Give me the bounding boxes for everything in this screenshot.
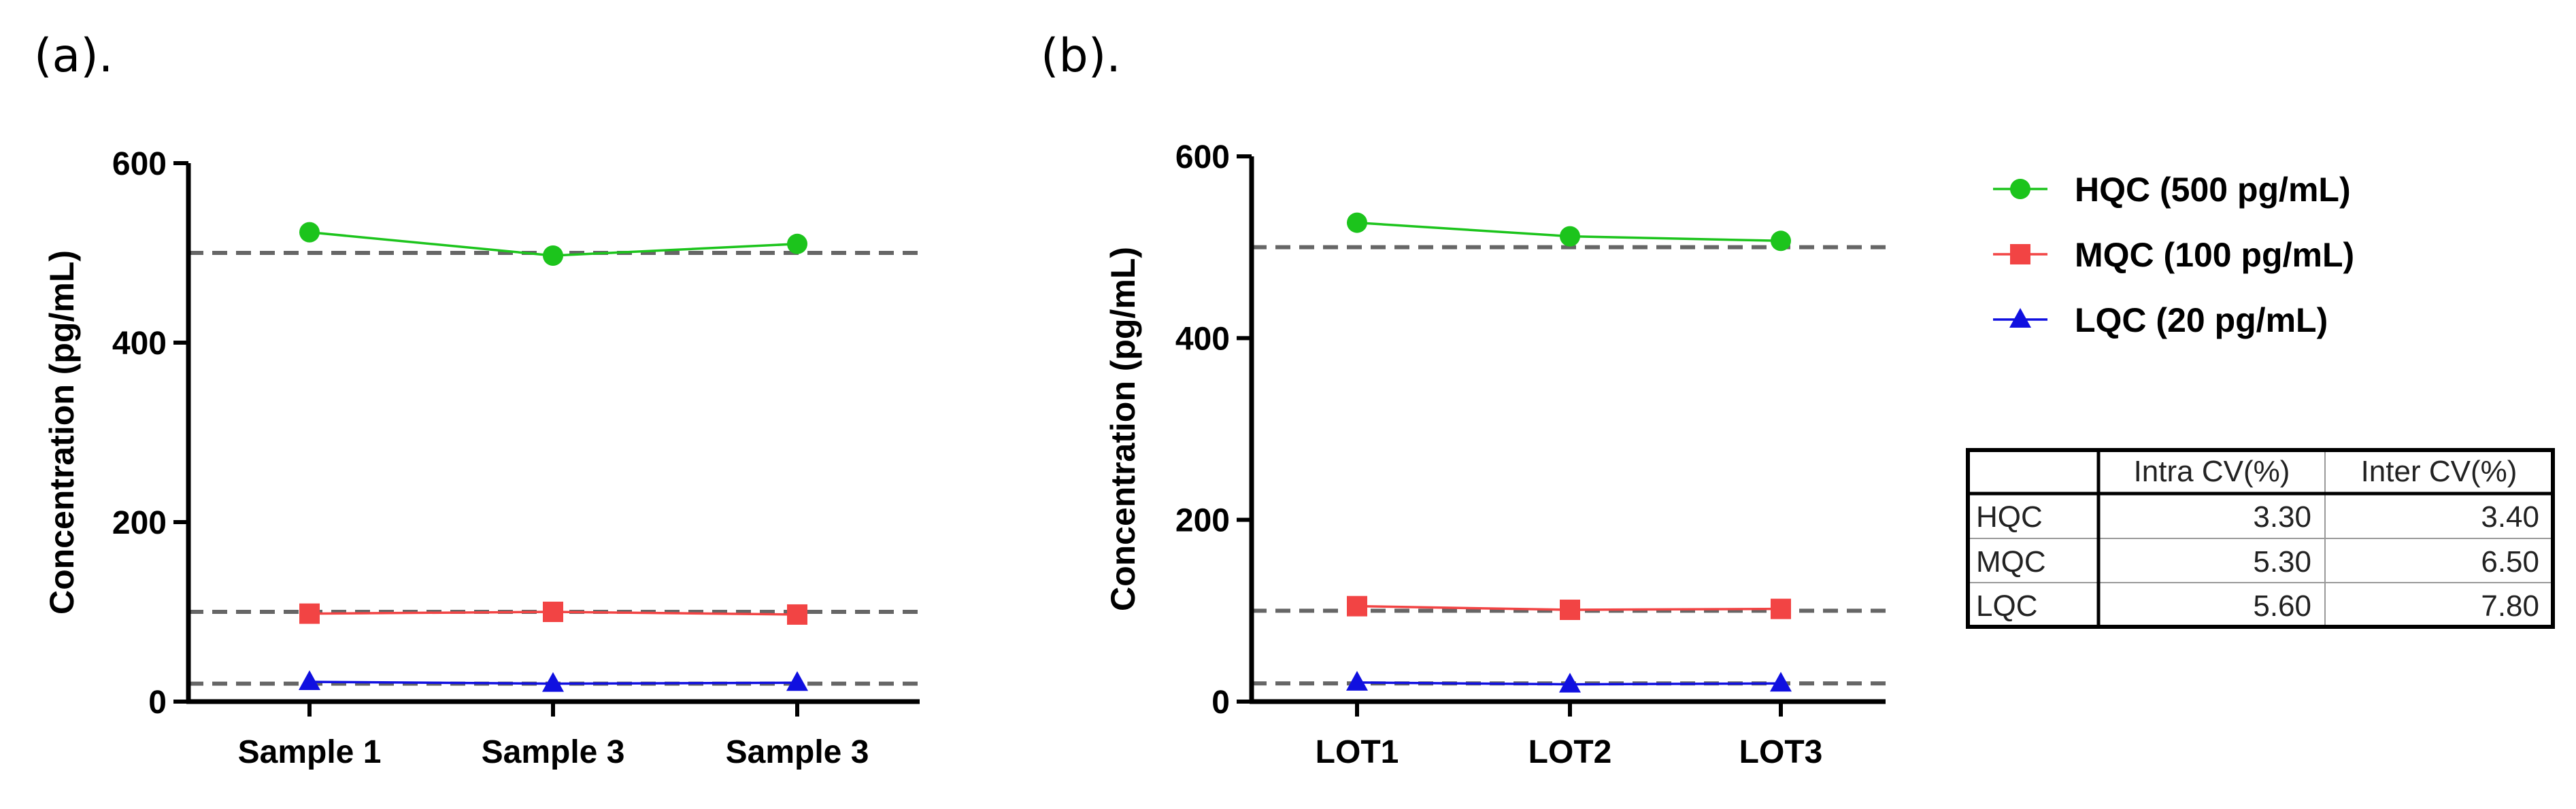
panel-label-a: (a).: [34, 29, 113, 83]
legend: HQC (500 pg/mL) MQC (100 pg/mL) LQC (20 pg…: [1993, 171, 2354, 339]
series-lqc: [1346, 670, 1792, 693]
table-row-label: LQC: [1976, 589, 2037, 623]
legend-item: HQC (500 pg/mL): [1993, 171, 2351, 209]
table-cell: 6.50: [2481, 545, 2539, 579]
table-cell: 3.30: [2253, 500, 2311, 534]
legend-label: HQC (500 pg/mL): [2075, 171, 2351, 209]
data-point: [299, 222, 320, 243]
y-tick-label: 200: [112, 505, 167, 541]
y-tick-label: 600: [112, 146, 167, 182]
y-tick-label: 600: [1175, 139, 1230, 175]
data-point: [1771, 230, 1791, 252]
data-point: [787, 604, 807, 625]
chart-b: 0 200 400 600 LOT1 LOT2 LOT3 Concentration (pg/…: [1104, 139, 1886, 770]
y-tick-label: 400: [1175, 321, 1230, 357]
x-tick-label: LOT2: [1528, 734, 1612, 770]
data-point: [543, 245, 563, 266]
data-point: [787, 233, 807, 254]
x-tick-label: Sample 3: [726, 734, 869, 770]
data-point: [786, 671, 808, 691]
data-point: [543, 602, 563, 622]
data-point: [1559, 672, 1581, 693]
y-axis-title: Concentration (pg/mL): [43, 250, 81, 615]
table-row-label: MQC: [1976, 545, 2046, 579]
table-header-cell: Intra CV(%): [2134, 455, 2290, 488]
data-point: [299, 603, 320, 624]
series-hqc: [299, 222, 807, 266]
x-tick-label: LOT3: [1739, 734, 1823, 770]
data-point: [1347, 212, 1367, 233]
table-row-label: HQC: [1976, 500, 2043, 534]
table-cell: 3.40: [2481, 500, 2539, 534]
y-tick-label: 0: [1211, 685, 1230, 721]
legend-item: LQC (20 pg/mL): [1993, 301, 2328, 339]
table-cell: 5.30: [2253, 545, 2311, 579]
data-point: [1346, 670, 1368, 691]
y-tick-label: 400: [112, 326, 167, 362]
legend-label: LQC (20 pg/mL): [2075, 301, 2328, 339]
legend-marker: [2009, 308, 2031, 328]
legend-label: MQC (100 pg/mL): [2075, 236, 2354, 274]
x-tick-label: LOT1: [1316, 734, 1399, 770]
series-hqc: [1347, 212, 1791, 252]
table-header-cell: Inter CV(%): [2361, 455, 2518, 488]
panel-label-b: (b).: [1041, 29, 1121, 83]
cv-table: Intra CV(%) Inter CV(%) HQC 3.30 3.40 MQC 5.30…: [1966, 448, 2555, 629]
data-point: [1347, 596, 1367, 617]
y-axis-title: Concentration (pg/mL): [1104, 247, 1142, 611]
legend-marker: [2010, 179, 2030, 199]
legend-marker: [2010, 244, 2030, 264]
data-point: [1560, 599, 1580, 620]
series-mqc: [1347, 596, 1791, 620]
series-mqc: [299, 602, 807, 625]
y-tick-label: 0: [148, 685, 167, 721]
legend-item: MQC (100 pg/mL): [1993, 236, 2354, 274]
table-border: [1966, 448, 2555, 629]
data-point: [299, 670, 320, 690]
data-point: [1771, 598, 1791, 619]
table-cell: 7.80: [2481, 589, 2539, 623]
series-lqc: [299, 670, 808, 692]
data-point: [1770, 672, 1792, 692]
data-point: [542, 672, 564, 692]
data-point: [1560, 226, 1580, 247]
chart-a: 0 200 400 600 Sample 1 Sample 3 Sample 3 Concen…: [43, 146, 920, 770]
x-tick-label: Sample 1: [238, 734, 382, 770]
y-tick-label: 200: [1175, 503, 1230, 539]
table-cell: 5.60: [2253, 589, 2311, 623]
x-tick-label: Sample 3: [482, 734, 625, 770]
